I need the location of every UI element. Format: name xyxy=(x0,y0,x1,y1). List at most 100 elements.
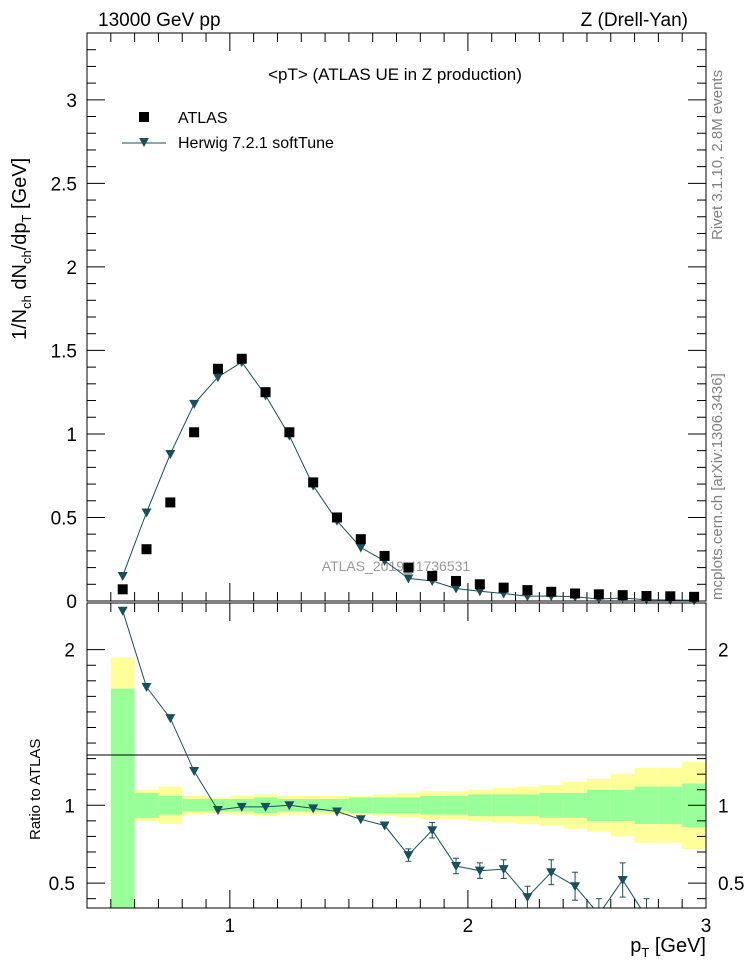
ratio-marker xyxy=(451,861,462,871)
y-tick-label: 1.5 xyxy=(51,341,77,362)
data-marker xyxy=(617,590,628,601)
ratio-band-inner xyxy=(563,792,587,818)
data-marker xyxy=(403,562,414,573)
y-tick-label: 1 xyxy=(66,425,77,446)
data-marker xyxy=(451,575,462,586)
data-marker xyxy=(260,387,271,398)
y-tick-label: 2 xyxy=(66,258,77,279)
data-marker xyxy=(593,589,604,600)
data-marker xyxy=(498,582,509,593)
ratio-band-inner xyxy=(325,799,349,812)
ratio-marker xyxy=(141,683,152,693)
data-marker xyxy=(355,534,366,545)
ratio-ticks: 0.5 0.5 1 1 2 2 xyxy=(49,603,744,908)
ratio-marker xyxy=(236,802,247,812)
ratio-marker xyxy=(117,606,128,616)
data-marker xyxy=(165,497,176,508)
ratio-band-inner xyxy=(658,786,683,824)
ratio-marker xyxy=(189,767,200,777)
ratio-marker xyxy=(355,815,366,825)
ratio-band-inner xyxy=(348,797,373,814)
ratio-band-inner xyxy=(539,792,564,818)
main-ticks: 0 0.5 1 1.5 2 2.5 3 xyxy=(51,33,706,613)
ratio-band-inner xyxy=(372,797,397,814)
ratio-marker xyxy=(403,851,414,861)
data-marker xyxy=(141,544,152,555)
ratio-marker xyxy=(594,910,604,919)
main-panel: 0 0.5 1 1.5 2 2.5 3 <pT> (ATLAS UE in Z produc… xyxy=(9,32,707,613)
legend-marker-atlas xyxy=(139,112,149,122)
ratio-band-inner xyxy=(610,789,635,821)
legend-label-mc: Herwig 7.2.1 softTune xyxy=(178,135,334,152)
ratio-band-inner xyxy=(396,797,421,814)
ratio-tick-label: 0.5 xyxy=(718,874,744,895)
ratio-band-inner xyxy=(515,794,540,817)
legend-label-atlas: ATLAS xyxy=(178,110,228,127)
ratio-marker xyxy=(641,913,651,922)
ratio-marker xyxy=(617,875,628,885)
ratio-marker xyxy=(308,804,319,814)
y-tick-label: 3 xyxy=(66,91,77,112)
data-marker xyxy=(236,353,247,364)
y-tick-label: 0.5 xyxy=(51,508,77,529)
data-marker xyxy=(522,585,533,596)
data-marker xyxy=(474,579,485,590)
mc-marker xyxy=(451,584,462,594)
data-marker xyxy=(308,477,319,488)
ratio-marker xyxy=(427,826,438,836)
mc-marker xyxy=(355,543,366,553)
x-tick-label: 2 xyxy=(463,916,474,937)
data-marker xyxy=(570,588,581,599)
data-marker xyxy=(189,427,200,438)
header-left: 13000 GeV pp xyxy=(98,10,221,31)
ratio-tick-label: 2 xyxy=(64,641,75,662)
mc-marker xyxy=(117,571,128,581)
data-marker xyxy=(117,584,128,595)
ratio-band-inner xyxy=(420,795,445,815)
data-marker xyxy=(331,512,342,523)
ratio-y-label: Ratio to ATLAS xyxy=(27,739,44,840)
rivet-label: Rivet 3.1.10, 2.8M events xyxy=(709,70,726,240)
ratio-band-inner xyxy=(134,792,159,818)
ratio-band-inner xyxy=(110,688,135,908)
y-tick-label: 0 xyxy=(66,592,77,613)
data-series xyxy=(117,353,700,602)
ratio-marker xyxy=(570,882,581,892)
data-marker xyxy=(546,586,557,597)
mc-marker xyxy=(165,449,176,459)
header-right: Z (Drell-Yan) xyxy=(581,10,688,31)
ratio-marker xyxy=(546,868,557,878)
ratio-band-inner xyxy=(206,799,230,812)
ratio-panel: 0.5 0.5 1 1 2 2 Ratio to ATLAS xyxy=(27,602,744,935)
ratio-bands xyxy=(110,657,706,908)
ratio-marker xyxy=(165,714,176,724)
ratio-tick-label: 1 xyxy=(64,796,75,817)
mcplots-label: mcplots.cern.ch [arXiv:1306.3436] xyxy=(709,373,726,600)
ratio-marker xyxy=(379,821,390,831)
mc-marker xyxy=(474,587,485,597)
ratio-band-inner xyxy=(158,795,183,815)
chart-title: <pT> (ATLAS UE in Z production) xyxy=(268,65,522,84)
ratio-band-inner xyxy=(586,789,611,821)
mc-marker xyxy=(403,574,414,584)
ratio-marker xyxy=(260,802,271,812)
ratio-marker xyxy=(284,801,295,811)
data-marker xyxy=(689,591,700,602)
legend: ATLAS Herwig 7.2.1 softTune xyxy=(122,110,334,152)
x-tick-labels: 1 2 3 xyxy=(225,916,712,937)
ratio-tick-label: 2 xyxy=(718,641,729,662)
ratio-marker xyxy=(498,865,509,875)
legend-marker-mc xyxy=(139,138,149,147)
ratio-band-inner xyxy=(634,786,659,824)
ratio-band-inner xyxy=(182,799,207,812)
mc-marker xyxy=(189,399,200,409)
mc-marker xyxy=(141,508,152,518)
ratio-plot-area xyxy=(117,606,675,935)
data-marker xyxy=(379,550,390,561)
data-marker xyxy=(665,591,676,602)
analysis-watermark: ATLAS_2019_I1736531 xyxy=(322,558,471,574)
ratio-marker xyxy=(665,926,675,935)
ratio-tick-label: 1 xyxy=(718,796,729,817)
ratio-line xyxy=(122,610,642,908)
